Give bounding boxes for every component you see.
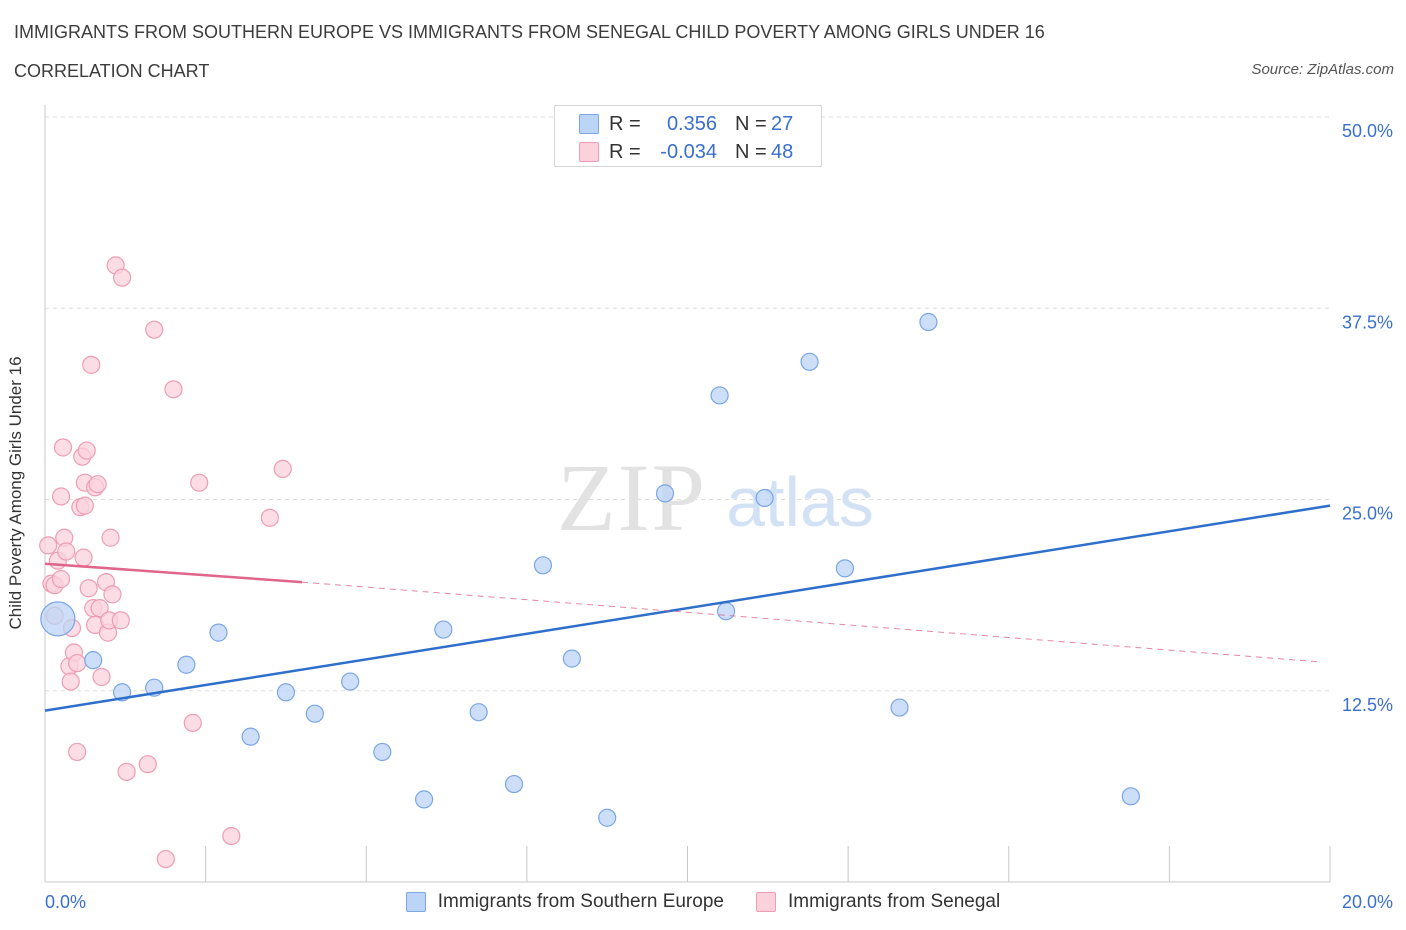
x-tick-label: 0.0% (45, 892, 86, 912)
southern-europe-point (469, 703, 488, 722)
senegal-point (68, 742, 87, 762)
senegal-point (79, 579, 98, 598)
southern-europe-point (755, 488, 774, 508)
legend-label: Immigrants from Senegal (787, 891, 1001, 912)
x-tick-label: 20.0% (1342, 892, 1393, 912)
series-legend: Immigrants from Southern Europe Immigran… (0, 889, 1406, 915)
southern-europe-point (209, 623, 228, 642)
legend-label: Immigrants from Southern Europe (437, 891, 724, 912)
tick-labels: 12.5% 25.0% 37.5% 50.0% 0.0% 20.0% (45, 121, 1393, 912)
senegal-point (190, 473, 209, 492)
southern-europe-point-large (40, 601, 76, 637)
southern-europe-point (710, 386, 729, 405)
senegal-point (156, 849, 175, 869)
senegal-trend-line (44, 562, 303, 584)
senegal-point (77, 441, 96, 460)
blue-swatch (405, 892, 426, 912)
stats-row-senegal: R = -0.034 N = 48 (579, 140, 793, 164)
source-credit: Source: ZipAtlas.com (1251, 61, 1394, 78)
southern-europe-points (40, 312, 1140, 827)
senegal-point (101, 528, 120, 547)
southern-europe-point (504, 774, 524, 794)
y-tick-label: 50.0% (1342, 121, 1393, 141)
southern-europe-point (414, 790, 434, 809)
senegal-point (90, 599, 109, 618)
senegal-point (145, 320, 164, 339)
senegal-points (39, 256, 292, 869)
southern-europe-point (598, 808, 617, 827)
southern-europe-point (835, 559, 855, 578)
southern-europe-point (716, 602, 736, 621)
senegal-point (57, 542, 76, 561)
senegal-point (117, 762, 136, 781)
southern-europe-point (655, 484, 675, 503)
r-value: 0.356 (666, 112, 717, 135)
r-label: R = (609, 112, 641, 135)
n-value: 27 (771, 112, 794, 135)
senegal-point (273, 459, 292, 478)
senegal-point (53, 438, 73, 457)
southern-europe-point (890, 698, 909, 717)
grid-lines (45, 116, 1330, 692)
senegal-point (103, 585, 122, 604)
stats-legend: R = 0.356 N = 27 R = -0.034 N = 48 (554, 105, 822, 167)
southern-europe-point (533, 556, 553, 575)
r-label: R = (609, 140, 641, 163)
senegal-point (112, 268, 132, 287)
legend-item-southern-europe[interactable]: Immigrants from Southern Europe (405, 891, 724, 913)
watermark: ZIP atlas (557, 444, 874, 551)
senegal-point (138, 755, 157, 774)
southern-europe-point (373, 742, 392, 762)
southern-europe-point (341, 672, 360, 691)
stats-row-southern-europe: R = 0.356 N = 27 (579, 112, 793, 136)
senegal-point (88, 475, 107, 494)
senegal-point (92, 667, 111, 687)
pink-swatch (755, 892, 776, 912)
senegal-point (74, 548, 93, 567)
legend-item-senegal[interactable]: Immigrants from Senegal (755, 891, 1001, 913)
r-value: -0.034 (660, 140, 717, 163)
southern-europe-point (800, 352, 819, 371)
senegal-point (222, 826, 241, 846)
senegal-trend-extension (301, 581, 1318, 663)
y-tick-label: 37.5% (1342, 312, 1393, 332)
senegal-point (51, 569, 71, 589)
n-label: N = (735, 112, 767, 135)
southern-europe-point (434, 620, 453, 639)
senegal-point (75, 496, 94, 515)
chart-subtitle: CORRELATION CHART (14, 61, 210, 81)
n-value: 48 (771, 140, 794, 163)
y-axis-label: Child Poverty Among Girls Under 16 (6, 356, 25, 630)
southern-europe-point (241, 727, 260, 746)
senegal-point (61, 672, 80, 691)
senegal-point (164, 380, 183, 399)
trend-lines (44, 504, 1331, 712)
pink-swatch (579, 142, 599, 162)
southern-europe-point (177, 655, 196, 674)
senegal-point (111, 611, 130, 630)
southern-europe-point (84, 651, 103, 670)
chart-title: IMMIGRANTS FROM SOUTHERN EUROPE VS IMMIG… (14, 22, 1045, 42)
watermark-atlas: atlas (726, 463, 874, 541)
senegal-point (39, 536, 58, 555)
senegal-point (82, 355, 101, 374)
senegal-point (68, 654, 87, 673)
southern-europe-point (1121, 787, 1140, 806)
blue-swatch (579, 114, 599, 134)
southern-europe-trend-line (44, 504, 1331, 712)
y-tick-label: 12.5% (1342, 695, 1393, 715)
senegal-point (260, 508, 279, 527)
watermark-zip: ZIP (557, 444, 707, 551)
southern-europe-point (276, 683, 296, 702)
n-label: N = (735, 140, 767, 163)
senegal-point (183, 713, 202, 732)
y-tick-label: 25.0% (1342, 504, 1393, 524)
southern-europe-point (919, 312, 938, 332)
southern-europe-point (305, 704, 324, 723)
southern-europe-point (562, 649, 581, 668)
axes (44, 105, 1331, 883)
senegal-point (51, 487, 71, 506)
